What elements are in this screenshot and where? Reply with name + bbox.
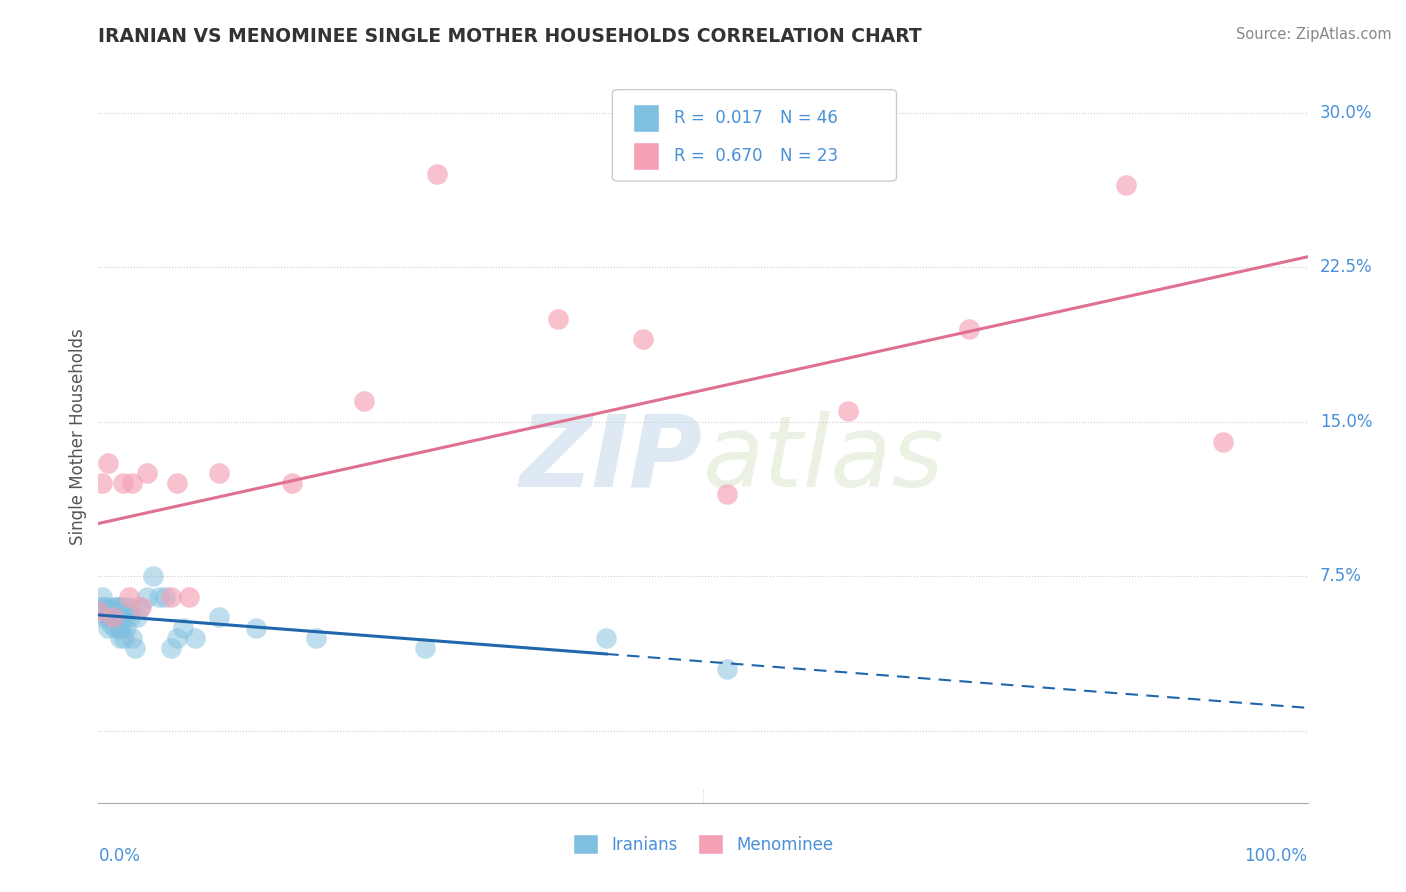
Point	[153, 590, 176, 604]
Point	[547, 311, 569, 326]
Point	[108, 631, 131, 645]
Point	[114, 610, 136, 624]
Point	[179, 590, 201, 604]
Point	[91, 590, 114, 604]
Point	[1212, 435, 1234, 450]
Text: 100.0%: 100.0%	[1244, 847, 1308, 864]
Point	[121, 476, 143, 491]
Point	[128, 600, 150, 615]
Point	[111, 600, 134, 615]
Point	[172, 621, 194, 635]
Point	[96, 600, 118, 615]
Text: N = 23: N = 23	[780, 147, 838, 165]
Point	[101, 610, 124, 624]
Point	[108, 621, 131, 635]
Point	[111, 476, 134, 491]
Point	[426, 167, 449, 181]
Point	[166, 476, 188, 491]
Point	[110, 621, 132, 635]
Point	[631, 332, 654, 346]
Text: ZIP: ZIP	[520, 410, 703, 508]
Point	[87, 604, 110, 618]
Point	[353, 394, 375, 409]
Point	[305, 631, 328, 645]
FancyBboxPatch shape	[613, 90, 897, 181]
Point	[98, 610, 121, 624]
Point	[118, 610, 141, 624]
Point	[94, 604, 117, 618]
Point	[108, 610, 131, 624]
Text: Source: ZipAtlas.com: Source: ZipAtlas.com	[1236, 27, 1392, 42]
FancyBboxPatch shape	[633, 104, 659, 132]
Point	[148, 590, 170, 604]
Legend: Iranians, Menominee: Iranians, Menominee	[567, 828, 839, 860]
Text: 0.0%: 0.0%	[98, 847, 141, 864]
Text: N = 46: N = 46	[780, 109, 838, 128]
Point	[100, 604, 122, 618]
Point	[105, 610, 128, 624]
Y-axis label: Single Mother Households: Single Mother Households	[69, 329, 87, 545]
Point	[127, 610, 149, 624]
Text: 15.0%: 15.0%	[1320, 413, 1372, 431]
Point	[91, 610, 114, 624]
Point	[166, 631, 188, 645]
Point	[595, 631, 617, 645]
Point	[1115, 178, 1137, 192]
Point	[716, 662, 738, 676]
Text: R =  0.670: R = 0.670	[673, 147, 762, 165]
Point	[245, 621, 267, 635]
Point	[90, 600, 112, 615]
Point	[100, 610, 122, 624]
Point	[121, 631, 143, 645]
Point	[118, 600, 141, 615]
Point	[97, 621, 120, 635]
Point	[97, 456, 120, 470]
FancyBboxPatch shape	[633, 143, 659, 170]
Point	[160, 590, 183, 604]
Point	[413, 641, 436, 656]
Text: atlas: atlas	[703, 410, 945, 508]
Point	[93, 600, 115, 615]
Text: 7.5%: 7.5%	[1320, 567, 1361, 585]
Point	[281, 476, 304, 491]
Point	[115, 621, 138, 635]
Point	[105, 600, 128, 615]
Point	[129, 600, 152, 615]
Point	[142, 569, 165, 583]
Point	[107, 600, 129, 615]
Point	[87, 606, 110, 620]
Text: R =  0.017: R = 0.017	[673, 109, 762, 128]
Point	[208, 466, 231, 480]
Point	[160, 641, 183, 656]
Point	[135, 590, 157, 604]
Point	[124, 641, 146, 656]
Text: 22.5%: 22.5%	[1320, 258, 1372, 277]
Point	[100, 616, 122, 631]
Point	[91, 476, 114, 491]
Point	[957, 322, 980, 336]
Point	[112, 631, 135, 645]
Text: IRANIAN VS MENOMINEE SINGLE MOTHER HOUSEHOLDS CORRELATION CHART: IRANIAN VS MENOMINEE SINGLE MOTHER HOUSE…	[98, 27, 922, 45]
Point	[208, 610, 231, 624]
Point	[101, 604, 124, 618]
Point	[837, 404, 859, 418]
Point	[103, 600, 125, 615]
Point	[118, 590, 141, 604]
Text: 30.0%: 30.0%	[1320, 103, 1372, 121]
Point	[184, 631, 207, 645]
Point	[716, 487, 738, 501]
Point	[135, 466, 157, 480]
Point	[104, 621, 127, 635]
